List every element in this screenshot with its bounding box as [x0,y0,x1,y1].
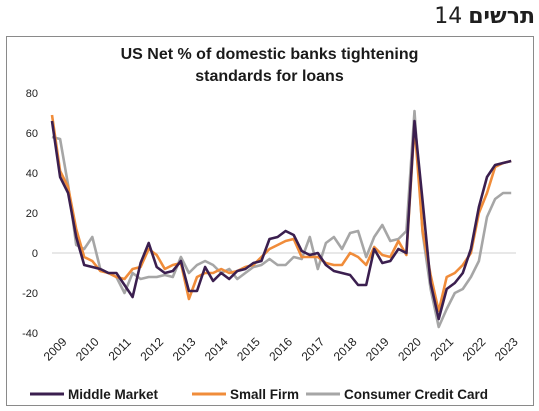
y-tick-label: 60 [26,128,38,140]
figure-number: 14 [434,4,463,29]
x-tick-label: 2012 [137,335,166,364]
figure-number-label: תרשים14 [434,4,535,29]
y-tick-label: 40 [26,168,38,180]
chart-frame [6,36,534,406]
x-tick-label: 2018 [331,335,360,364]
y-tick-label: -40 [22,328,38,340]
chart-title-line-2: standards for loans [195,68,344,85]
legend-label: Small Firm [230,387,299,402]
series-line-consumer-credit-card [51,109,512,329]
chart-title-line-1: US Net % of domestic banks tightening [120,46,419,63]
series-line-small-firm [50,114,512,313]
y-tick-label: -20 [22,288,38,300]
x-tick-label: 2014 [202,335,231,364]
figure-word: תרשים [468,4,535,29]
legend: Middle Market Small Firm Consumer Credit C… [30,387,488,402]
x-tick-label: 2009 [41,335,70,364]
x-tick-label: 2010 [73,335,102,364]
x-tick-label: 2013 [170,335,199,364]
x-axis-labels: 2009 2010 2011 2012 2013 2014 2015 2016 2017 2018… [41,335,521,364]
x-tick-label: 2011 [106,335,134,363]
x-tick-label: 2023 [492,335,521,364]
x-tick-label: 2017 [299,335,328,364]
series-line-middle-market [50,119,512,321]
x-tick-label: 2016 [266,335,295,364]
y-axis-labels: 80 60 40 20 0 -20 -40 [22,88,38,340]
x-tick-label: 2022 [460,335,489,364]
y-tick-label: 0 [32,248,38,260]
y-tick-label: 20 [26,208,38,220]
series-lines [50,109,512,329]
legend-label: Consumer Credit Card [344,387,488,402]
figure-header: תרשים14 [0,0,539,38]
y-tick-label: 80 [26,88,38,100]
x-tick-label: 2015 [234,335,263,364]
x-tick-label: 2021 [427,335,456,364]
x-tick-label: 2020 [395,335,424,364]
x-tick-label: 2019 [363,335,392,364]
legend-label: Middle Market [68,387,159,402]
